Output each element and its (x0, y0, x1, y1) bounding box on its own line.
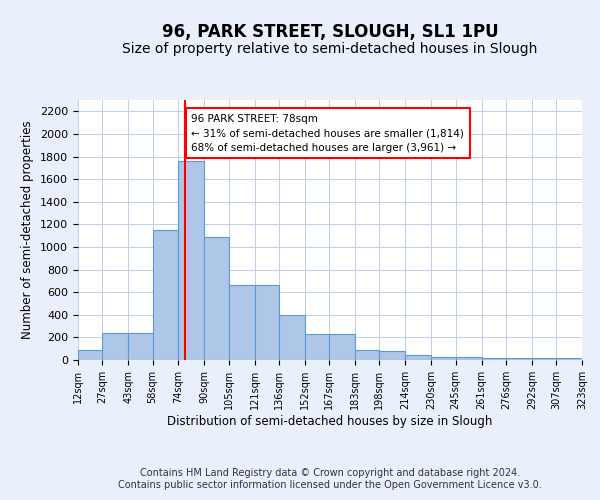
Bar (431, 356, 455, 360)
Y-axis label: Number of semi-detached properties: Number of semi-detached properties (22, 120, 34, 340)
Bar (556, 358, 582, 360)
Bar (406, 356, 431, 360)
Bar (128, 333, 152, 360)
Bar (103, 334, 128, 360)
Bar (329, 334, 355, 360)
Bar (482, 358, 506, 360)
Text: 96 PARK STREET: 78sqm
← 31% of semi-detached houses are smaller (1,814)
68% of s: 96 PARK STREET: 78sqm ← 31% of semi-deta… (191, 114, 464, 153)
Bar (506, 358, 532, 360)
Bar (379, 351, 406, 360)
Bar (455, 357, 482, 360)
Bar (229, 285, 254, 360)
Text: Size of property relative to semi-detached houses in Slough: Size of property relative to semi-detach… (122, 42, 538, 56)
Text: Contains HM Land Registry data © Crown copyright and database right 2024.
Contai: Contains HM Land Registry data © Crown c… (118, 468, 542, 490)
X-axis label: Distribution of semi-detached houses by size in Slough: Distribution of semi-detached houses by … (167, 414, 493, 428)
Bar (355, 350, 379, 360)
Bar (305, 334, 329, 360)
Bar (78, 350, 103, 360)
Bar (532, 358, 556, 360)
Bar (254, 285, 279, 360)
Bar (178, 161, 205, 360)
Text: 96, PARK STREET, SLOUGH, SL1 1PU: 96, PARK STREET, SLOUGH, SL1 1PU (161, 22, 499, 40)
Bar (279, 315, 305, 360)
Bar (205, 238, 229, 360)
Bar (152, 230, 178, 360)
